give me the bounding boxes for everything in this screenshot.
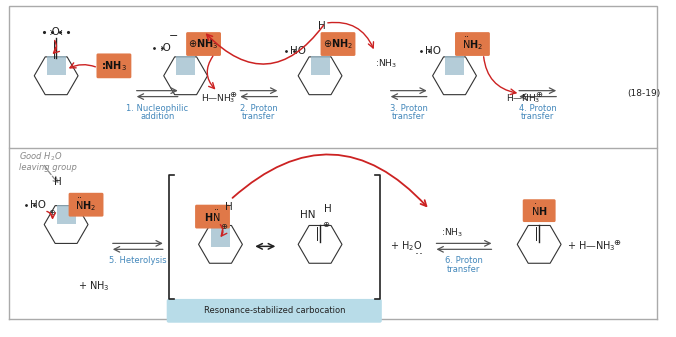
Text: H: H [324,204,332,214]
Polygon shape [164,57,208,95]
FancyBboxPatch shape [211,228,230,247]
Text: :O: :O [160,43,172,53]
Text: $\oplus$: $\oplus$ [612,238,621,247]
Text: leaving group: leaving group [20,162,77,172]
Text: $\oplus$: $\oplus$ [48,208,56,217]
Text: H$\ddot{\rm N}$: H$\ddot{\rm N}$ [204,209,221,224]
Text: $\ddot{\rm N}$H$_2$: $\ddot{\rm N}$H$_2$ [462,36,483,53]
Text: :NH$_3$: :NH$_3$ [441,226,462,239]
Text: $\dot{\rm N}$H: $\dot{\rm N}$H [531,203,548,218]
Text: H: H [318,21,326,31]
Text: 4. Proton: 4. Proton [518,103,556,113]
Text: $\oplus$: $\oplus$ [535,90,544,99]
Text: transfer: transfer [242,113,276,121]
Text: 3. Proton: 3. Proton [390,103,428,113]
Text: Good H$_2$O: Good H$_2$O [20,151,63,163]
Text: $\oplus$: $\oplus$ [229,90,237,99]
Text: H: H [224,202,233,212]
Text: transfer: transfer [392,113,425,121]
Text: 5. Heterolysis: 5. Heterolysis [109,256,167,265]
Polygon shape [298,57,342,95]
Polygon shape [433,57,477,95]
FancyBboxPatch shape [310,56,329,75]
Polygon shape [517,225,561,263]
Text: $\oplus$NH$_2$: $\oplus$NH$_2$ [323,37,353,51]
FancyBboxPatch shape [47,56,66,75]
Text: + H$_2$O: + H$_2$O [390,240,422,253]
Text: $\oplus$: $\oplus$ [322,220,330,229]
Polygon shape [298,225,342,263]
Text: + NH$_3$: + NH$_3$ [78,279,110,293]
FancyBboxPatch shape [97,54,131,78]
Text: addition: addition [140,113,174,121]
FancyBboxPatch shape [445,56,464,75]
FancyBboxPatch shape [68,193,103,217]
FancyBboxPatch shape [455,32,490,56]
FancyBboxPatch shape [195,205,230,228]
Text: HO: HO [30,200,46,210]
Text: H: H [54,177,62,187]
Text: H—NH$_3$: H—NH$_3$ [201,92,235,105]
FancyBboxPatch shape [523,199,556,222]
Text: −: − [169,31,178,41]
Text: + H—NH$_3$: + H—NH$_3$ [567,240,616,253]
Polygon shape [44,206,88,243]
Text: $\oplus$: $\oplus$ [220,222,228,231]
Text: transfer: transfer [448,265,481,274]
FancyBboxPatch shape [57,205,76,224]
Text: 2. Proton: 2. Proton [240,103,278,113]
FancyBboxPatch shape [186,32,221,56]
Text: 6. Proton: 6. Proton [445,256,483,265]
Text: (18-19): (18-19) [627,89,660,98]
Text: 1. Nucleophilic: 1. Nucleophilic [126,103,189,113]
FancyBboxPatch shape [167,299,382,323]
Text: :NH$_3$: :NH$_3$ [101,59,127,73]
FancyBboxPatch shape [176,56,195,75]
Text: :NH$_3$: :NH$_3$ [375,58,397,70]
FancyBboxPatch shape [320,32,356,56]
Text: ·: · [414,248,418,261]
Text: HN: HN [300,210,316,220]
Text: :O:: :O: [49,27,64,37]
Text: $\ddot{\rm N}$H$_2$: $\ddot{\rm N}$H$_2$ [76,196,97,213]
Text: Resonance-stabilized carbocation: Resonance-stabilized carbocation [203,306,345,315]
Text: H—NH$_3$: H—NH$_3$ [506,92,541,105]
Text: HO: HO [290,46,306,56]
Polygon shape [34,57,78,95]
Text: HO: HO [425,46,441,56]
Polygon shape [199,225,243,263]
Text: $\oplus$NH$_3$: $\oplus$NH$_3$ [189,37,218,51]
Text: ·: · [418,248,422,261]
Text: transfer: transfer [521,113,554,121]
